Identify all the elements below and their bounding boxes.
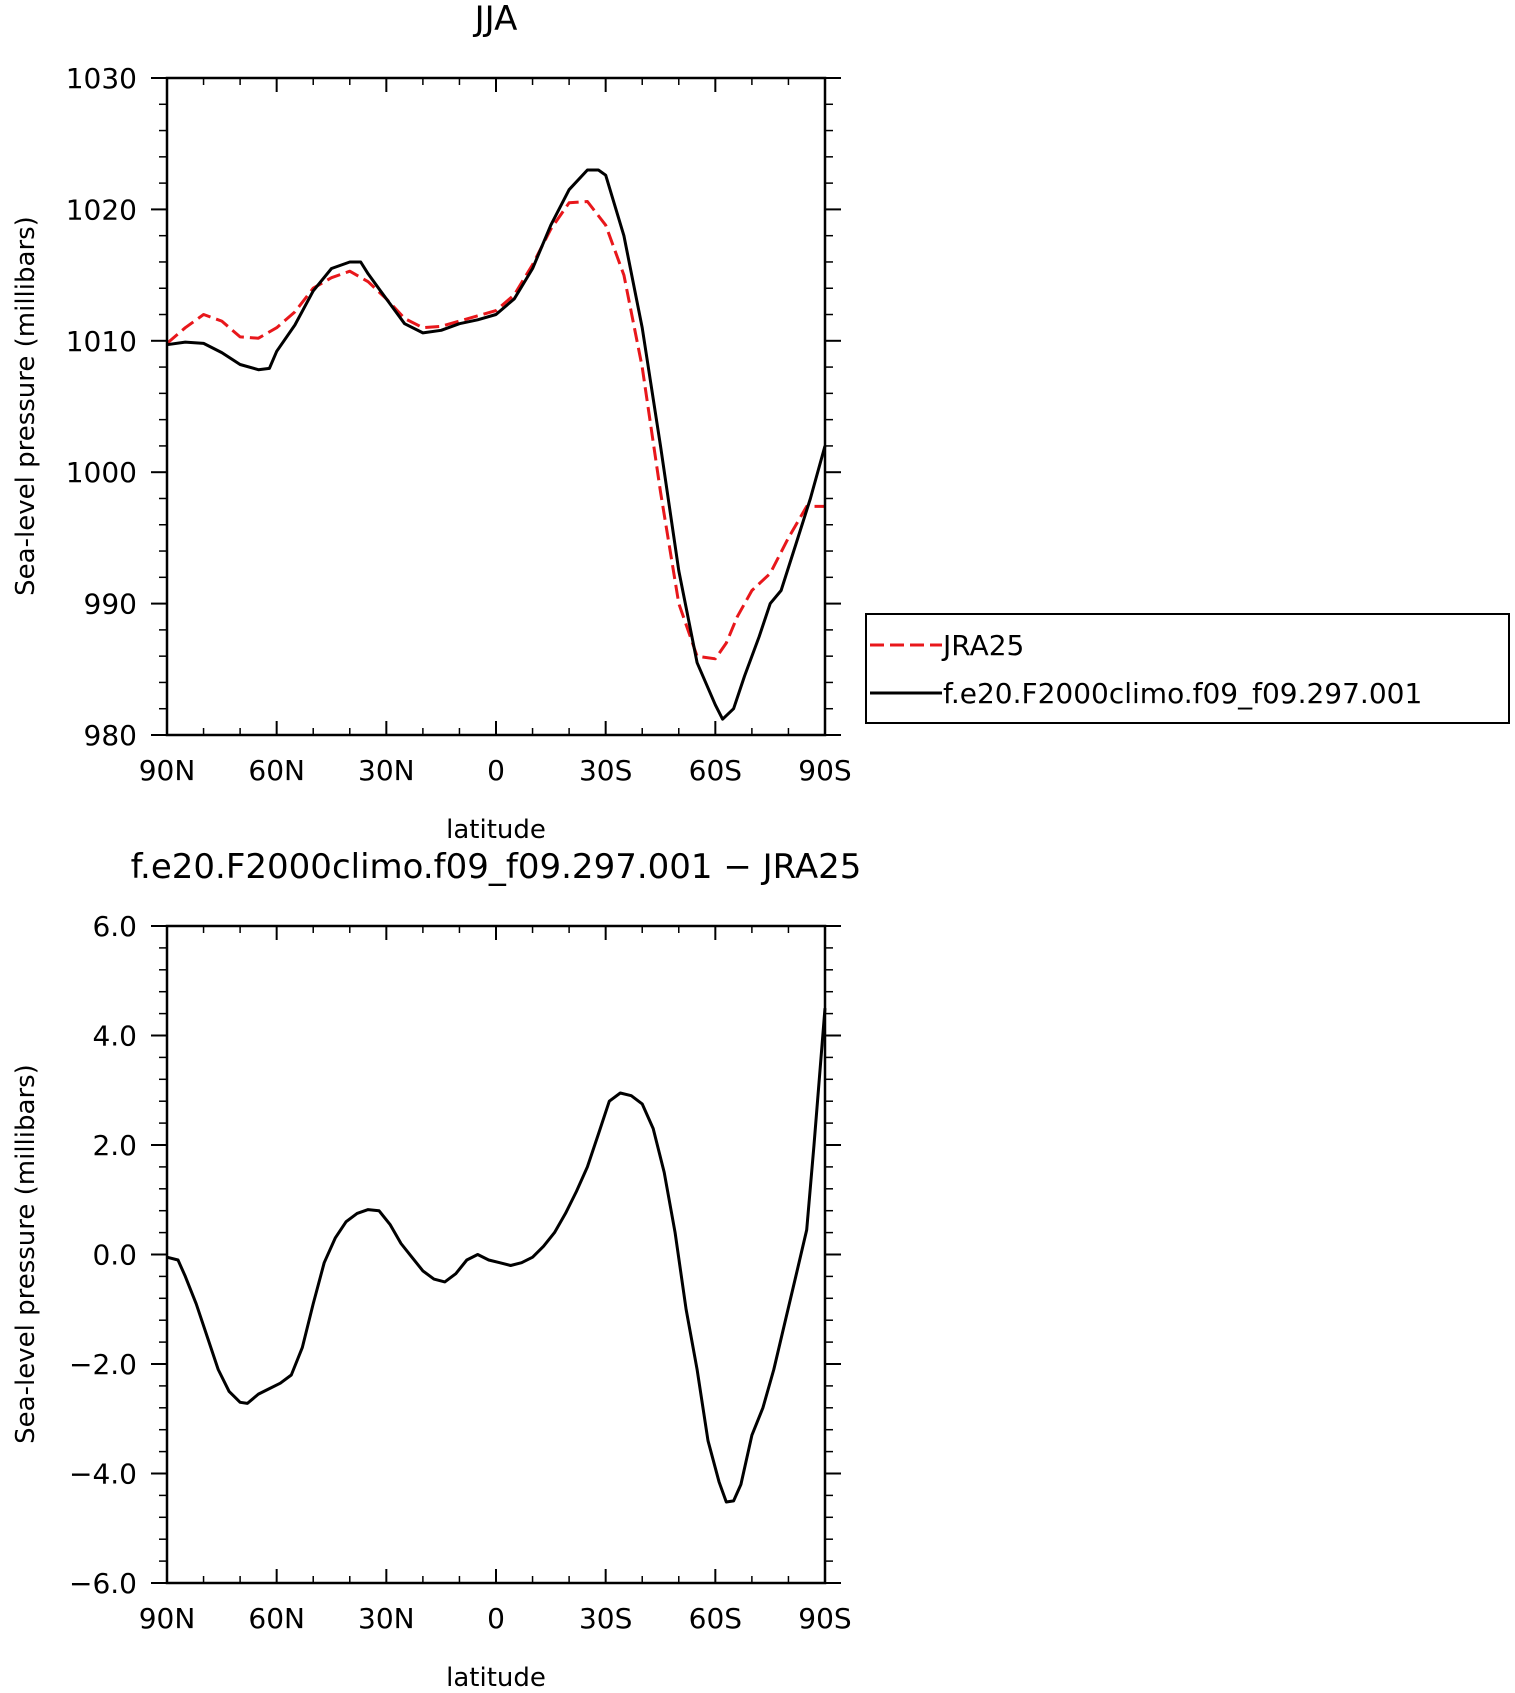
bottom-x-tick-label: 0 — [487, 1602, 505, 1635]
bottom-plot-frame — [165, 924, 827, 1585]
bottom-x-axis-label: latitude — [446, 1663, 546, 1693]
top-x-tick-label: 60N — [248, 754, 305, 787]
bottom-y-axis-label: Sea-level pressure (millibars) — [11, 1064, 41, 1444]
bottom-x-tick-label: 90N — [139, 1602, 196, 1635]
top-y-tick-label: 980 — [84, 719, 137, 752]
bottom-y-tick-label: 0.0 — [92, 1239, 137, 1272]
bottom-x-tick-label: 60N — [248, 1602, 305, 1635]
bottom-x-tick-label: 30S — [579, 1602, 632, 1635]
top-x-tick-label: 60S — [689, 754, 742, 787]
bottom-y-tick-label: −6.0 — [69, 1567, 137, 1600]
top-plot-frame — [165, 76, 827, 737]
bottom-y-tick-label: 6.0 — [92, 910, 137, 943]
top-y-tick-label: 1010 — [66, 325, 137, 358]
bottom-y-tick-label: −4.0 — [69, 1458, 137, 1491]
top-series-lines — [166, 168, 827, 721]
top-x-tick-label: 30N — [358, 754, 415, 787]
top-y-tick-label: 1020 — [66, 193, 137, 226]
bottom-series-lines — [166, 1007, 827, 1504]
bottom-y-tick-label: 2.0 — [92, 1129, 137, 1162]
bottom-x-tick-label: 90S — [798, 1602, 851, 1635]
top-axis-ticks: 90N 60N 30N 0 30S 60S 90S 980 990 1000 1010 1020 103… — [66, 62, 852, 787]
bottom-series-line-solid-0 — [166, 1007, 827, 1504]
legend-label-model: f.e20.F2000climo.f09_f09.297.001 — [943, 677, 1422, 710]
bottom-panel: f.e20.F2000climo.f09_f09.297.001 − JRA25… — [11, 847, 861, 1693]
bottom-axis-ticks: 90N 60N 30N 0 30S 60S 90S −6.0 −4.0 −2.0 0.0 2.0 4.0… — [69, 910, 852, 1635]
top-x-tick-label: 0 — [487, 754, 505, 787]
legend-box — [865, 613, 1510, 724]
bottom-y-tick-label: −2.0 — [69, 1348, 137, 1381]
top-panel: JJA 90N 60N 30N 0 30S 60S 90S 980 990 1000 1010 102… — [11, 0, 852, 845]
top-x-tick-label: 30S — [579, 754, 632, 787]
top-series-line-dashed-0 — [166, 200, 825, 661]
top-x-axis-label: latitude — [446, 815, 546, 845]
top-y-axis-label: Sea-level pressure (millibars) — [11, 216, 41, 596]
legend: JRA25 f.e20.F2000climo.f09_f09.297.001 — [865, 613, 1510, 724]
top-x-tick-label: 90S — [798, 754, 851, 787]
top-y-tick-label: 1000 — [66, 456, 137, 489]
top-x-tick-label: 90N — [139, 754, 196, 787]
top-chart-title: JJA — [473, 0, 518, 39]
legend-label-jra25: JRA25 — [941, 629, 1024, 662]
bottom-x-tick-label: 30N — [358, 1602, 415, 1635]
top-y-tick-label: 1030 — [66, 62, 137, 95]
bottom-chart-title: f.e20.F2000climo.f09_f09.297.001 − JRA25 — [131, 847, 862, 887]
bottom-y-tick-label: 4.0 — [92, 1020, 137, 1053]
top-y-tick-label: 990 — [84, 588, 137, 621]
bottom-x-tick-label: 60S — [689, 1602, 742, 1635]
top-series-line-solid-1 — [166, 168, 827, 721]
